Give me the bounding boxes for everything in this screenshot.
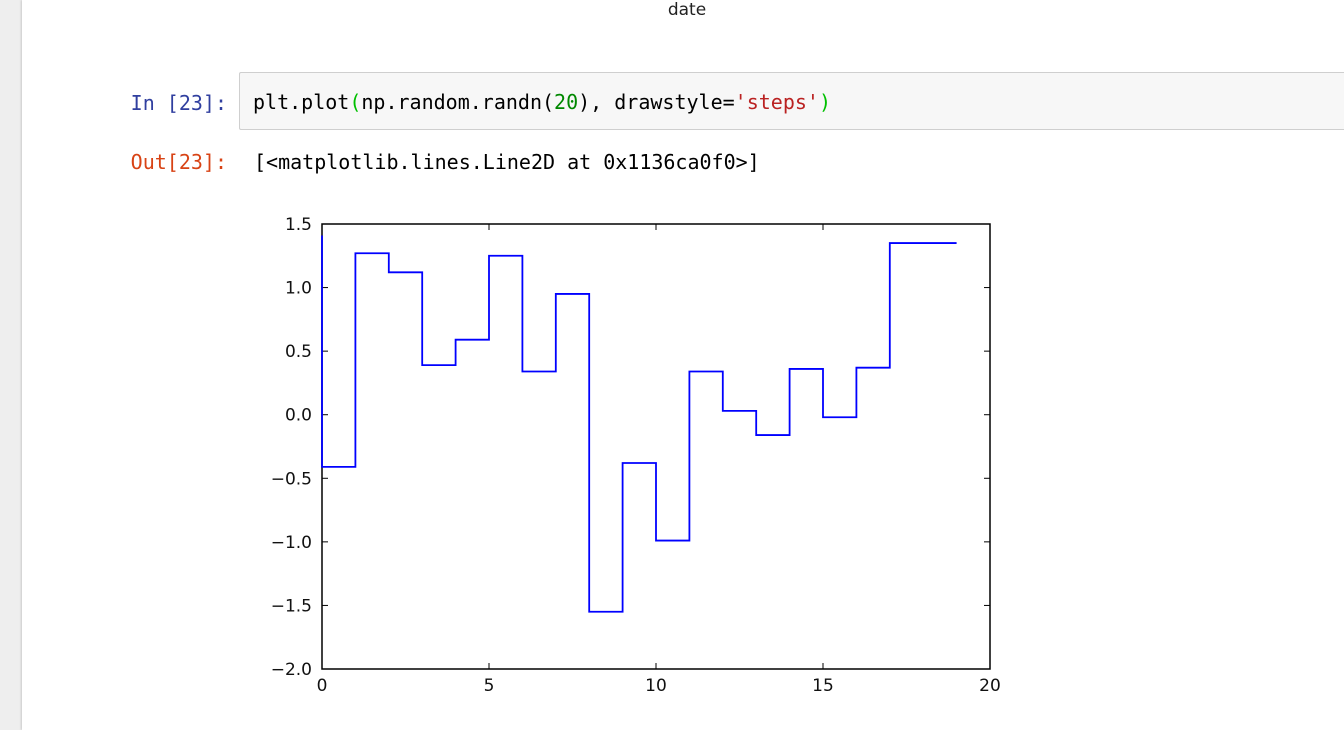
y-tick-label: −0.5 [271,469,312,489]
code-token-call: np.random.randn( [361,90,555,114]
step-line-chart: 0 5 10 15 20 1.5 1.0 0.5 0.0 −0.5 −1.0 −1.5 −2.0 [271,215,1001,696]
previous-plot-xlabel: date [667,0,707,20]
code-token-function: plt.plot [253,90,350,114]
code-input-area[interactable]: plt.plot(np.random.randn(20), drawstyle=… [239,72,1344,130]
output-text: [<matplotlib.lines.Line2D at 0x1136ca0f0… [254,150,760,174]
plot-frame [321,223,991,670]
x-tick-label: 10 [645,676,667,696]
input-prompt: In [23]: [130,91,227,115]
y-tick-label: −1.0 [271,533,312,553]
y-tick-label: −2.0 [271,660,312,680]
x-tick-label: 20 [979,676,1001,696]
notebook-container: date In [23]: plt.plot(np.random.randn(2… [22,0,1344,730]
x-tick-label: 5 [484,676,495,696]
y-tick-label: 1.5 [285,215,312,235]
code-token-paren-close: ) [818,90,832,114]
series-line-0 [321,235,957,613]
y-tick-label: −1.5 [271,596,312,616]
x-tick-label: 0 [317,676,328,696]
y-tick-label: 0.0 [285,406,312,426]
x-tick-label: 15 [812,676,834,696]
output-prompt: Out[23]: [130,150,227,174]
code-token-paren-open: ( [349,90,362,114]
y-tick-label: 0.5 [285,342,312,362]
y-tick-label: 1.0 [285,279,312,299]
code-token-number: 20 [554,90,579,114]
plot-output: 0 5 10 15 20 1.5 1.0 0.5 0.0 −0.5 −1.0 −1.5 −2.0 [242,200,1062,710]
code-token-kwarg: ), drawstyle= [578,90,735,114]
code-line[interactable]: plt.plot(np.random.randn(20), drawstyle=… [253,90,831,114]
code-token-string: 'steps' [734,90,819,114]
